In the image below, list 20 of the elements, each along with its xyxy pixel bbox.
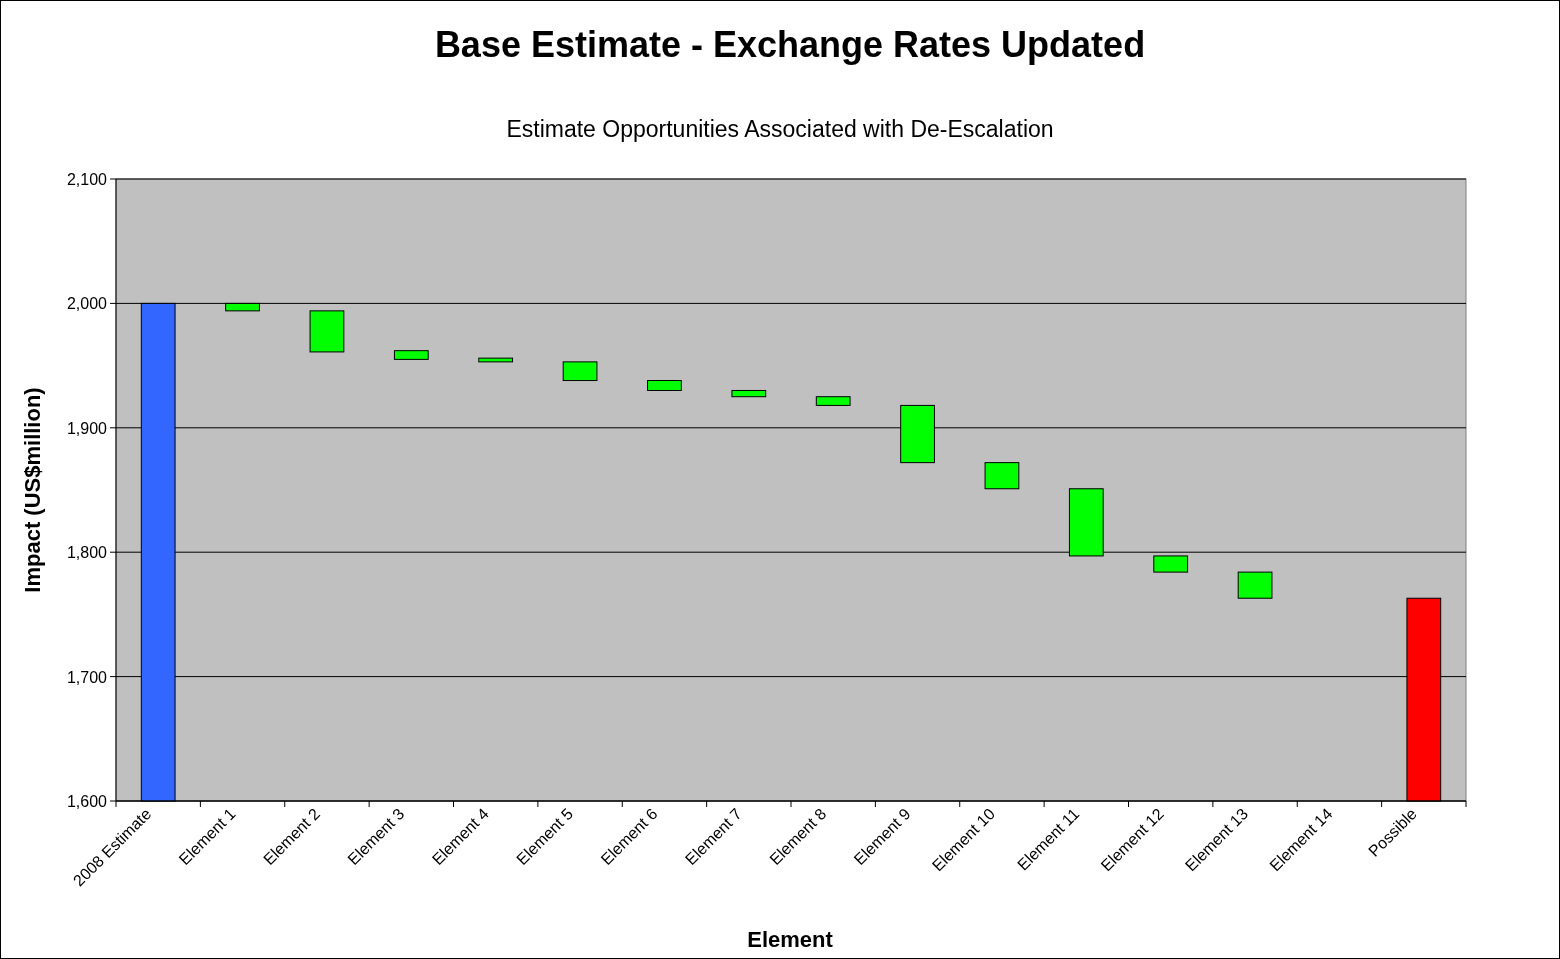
- bar: [1153, 555, 1189, 573]
- chart-subtitle: Estimate Opportunities Associated with De-Escalation: [506, 116, 1054, 142]
- bar: [815, 396, 851, 406]
- chart-title: Base Estimate - Exchange Rates Updated: [434, 24, 1146, 65]
- bar: [478, 357, 514, 363]
- y-tick-label: 1,600: [66, 793, 108, 810]
- y-tick-label: 2,000: [66, 295, 108, 313]
- y-tick-label: 2,100: [66, 171, 108, 188]
- bar: [393, 350, 429, 360]
- x-axis-title: Element: [747, 927, 834, 952]
- bar: [647, 380, 682, 391]
- y-tick-label: 1,800: [66, 544, 108, 562]
- y-axis-title: Impact (US$million): [20, 387, 45, 593]
- y-tick-label: 1,700: [66, 668, 108, 686]
- bar: [984, 462, 1020, 490]
- bar: [731, 389, 767, 398]
- bar: [309, 310, 345, 353]
- bar: [562, 361, 598, 382]
- bar: [1237, 571, 1273, 599]
- y-tick-label: 1,900: [66, 419, 108, 437]
